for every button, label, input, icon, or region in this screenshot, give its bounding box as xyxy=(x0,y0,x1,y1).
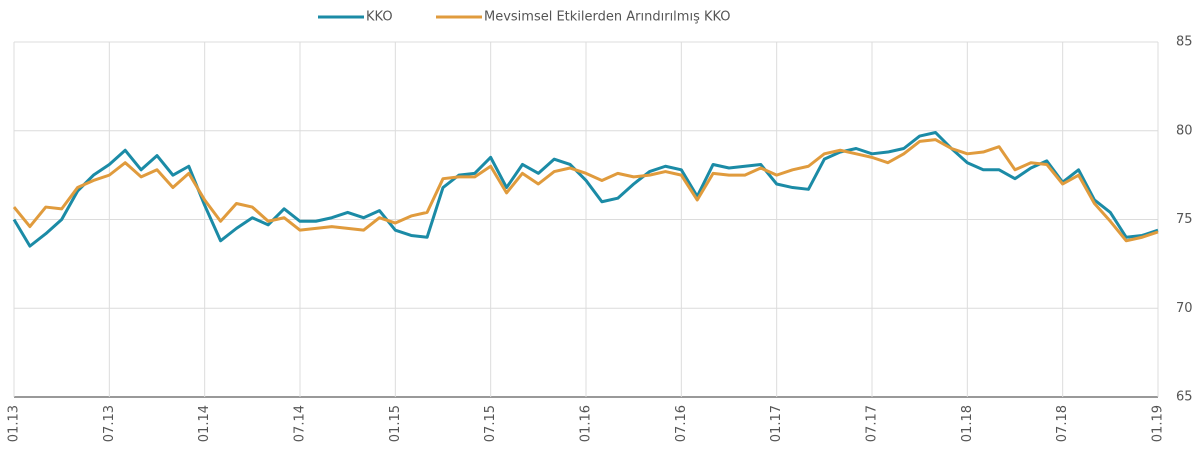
x-tick-label: 01.19 xyxy=(1151,405,1166,442)
y-tick-label: 65 xyxy=(1176,390,1193,405)
x-tick-label: 07.17 xyxy=(865,405,880,442)
x-tick-label: 01.14 xyxy=(197,405,212,442)
x-tick-label: 01.13 xyxy=(7,405,22,442)
x-tick-label: 01.17 xyxy=(769,405,784,442)
series-line xyxy=(12,138,1159,243)
y-tick-label: 80 xyxy=(1176,123,1193,138)
x-tick-label: 07.16 xyxy=(674,405,689,442)
x-tick-label: 01.15 xyxy=(388,405,403,442)
y-tick-label: 75 xyxy=(1176,212,1193,227)
x-tick-label: 07.15 xyxy=(483,405,498,442)
x-tick-label: 07.18 xyxy=(1055,405,1070,442)
x-tick-label: 01.16 xyxy=(579,405,594,442)
y-tick-label: 70 xyxy=(1176,301,1193,316)
y-tick-label: 85 xyxy=(1176,35,1193,50)
legend-label: KKO xyxy=(366,10,393,25)
series-line xyxy=(12,131,1159,248)
x-tick-label: 07.13 xyxy=(102,405,117,442)
x-tick-label: 07.14 xyxy=(293,405,308,442)
x-tick-label: 01.18 xyxy=(960,405,975,442)
legend-label: Mevsimsel Etkilerden Arındırılmış KKO xyxy=(484,10,731,25)
